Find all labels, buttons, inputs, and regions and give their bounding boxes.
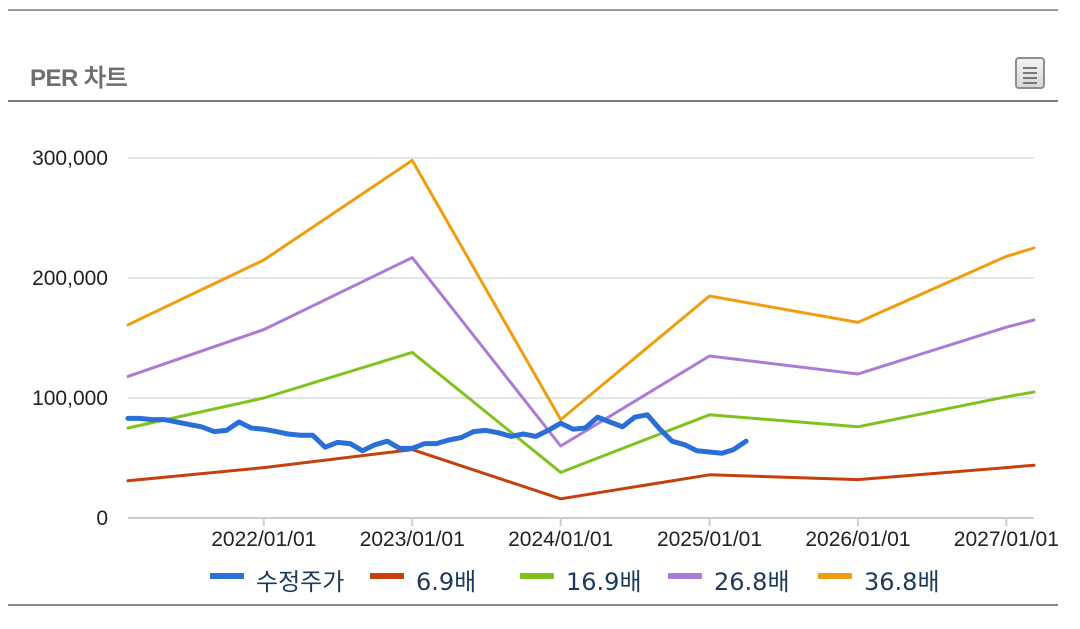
legend-swatch: [210, 573, 244, 579]
chart-legend: 수정주가 6.9배 16.9배 26.8배 36.8배: [0, 560, 1080, 596]
y-tick-label: 200,000: [32, 267, 108, 290]
grid-lines: [128, 157, 1034, 519]
x-tick-label: 2024/01/01: [508, 528, 613, 551]
x-tick-label: 2027/01/01: [954, 528, 1059, 551]
top-divider: [8, 9, 1058, 11]
x-tick-label: 2025/01/01: [657, 528, 762, 551]
y-axis-ticks: 0 100,000 200,000 300,000: [32, 147, 108, 530]
legend-label: 16.9배: [566, 568, 642, 596]
legend-label: 6.9배: [416, 568, 477, 596]
x-tick-label: 2026/01/01: [805, 528, 910, 551]
y-tick-label: 100,000: [32, 387, 108, 410]
bottom-divider: [8, 604, 1058, 606]
series-line: [126, 350, 1036, 474]
header-divider: [8, 100, 1058, 102]
legend-label: 수정주가: [256, 568, 345, 596]
legend-swatch: [668, 573, 702, 579]
series-line: [125, 412, 749, 456]
legend-swatch: [370, 573, 404, 579]
series-line: [126, 448, 1036, 501]
x-tick-label: 2022/01/01: [211, 528, 316, 551]
x-axis-ticks: 2022/01/01 2023/01/01 2024/01/01 2025/01/01…: [211, 518, 1059, 551]
series-lines: [125, 158, 1036, 501]
y-tick-label: 0: [96, 507, 108, 530]
panel-title: PER 차트: [30, 65, 128, 92]
hamburger-menu-icon[interactable]: [1015, 57, 1045, 89]
legend-swatch: [520, 573, 554, 579]
series-line: [126, 158, 1036, 422]
legend-label: 36.8배: [864, 568, 940, 596]
x-tick-label: 2023/01/01: [360, 528, 465, 551]
y-tick-label: 300,000: [32, 147, 108, 170]
series-line: [126, 256, 1036, 448]
legend-swatch: [818, 573, 852, 579]
legend-label: 26.8배: [714, 568, 790, 596]
